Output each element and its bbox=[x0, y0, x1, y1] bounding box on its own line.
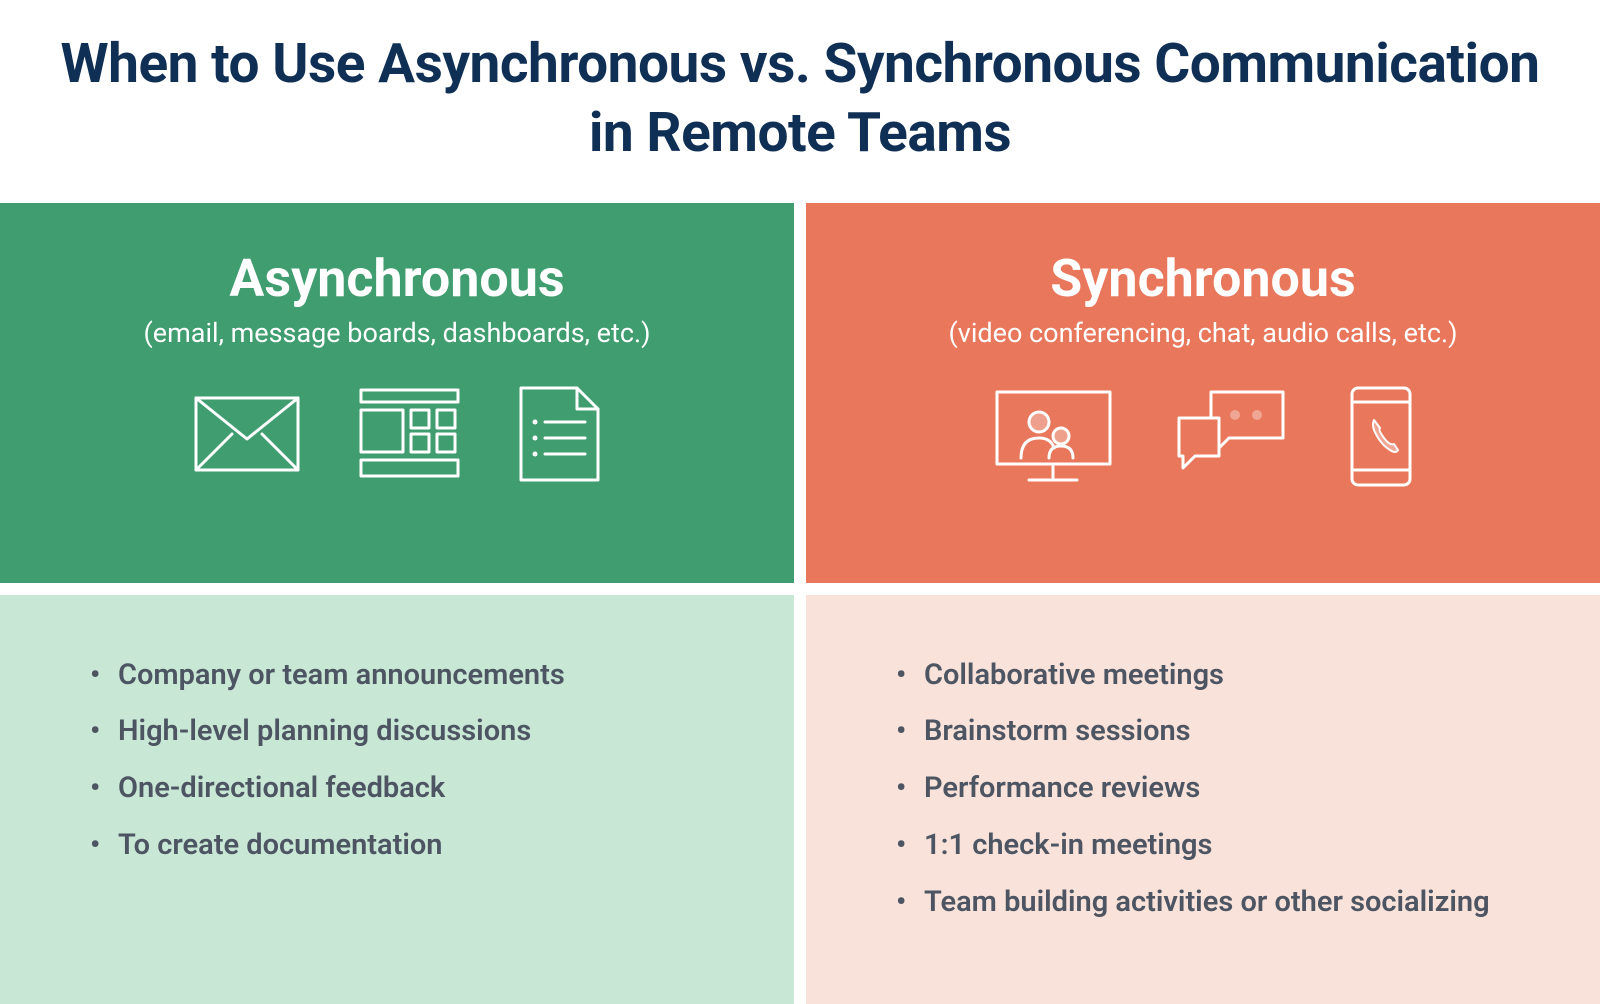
dashboard-icon bbox=[357, 386, 462, 481]
video-conference-icon bbox=[991, 386, 1116, 486]
list-item: Brainstorm sessions bbox=[896, 706, 1530, 757]
sync-subtitle: (video conferencing, chat, audio calls, … bbox=[949, 317, 1458, 349]
async-heading: Asynchronous bbox=[229, 248, 564, 309]
sync-header-card: Synchronous (video conferencing, chat, a… bbox=[806, 203, 1600, 583]
sync-body-card: Collaborative meetings Brainstorm sessio… bbox=[806, 595, 1600, 1004]
async-icon-row bbox=[192, 384, 602, 484]
async-header-card: Asynchronous (email, message boards, das… bbox=[0, 203, 794, 583]
document-icon bbox=[517, 384, 602, 484]
list-item: Company or team announcements bbox=[90, 650, 724, 701]
comparison-grid: Asynchronous (email, message boards, das… bbox=[0, 203, 1600, 1004]
sync-icon-row bbox=[991, 384, 1416, 489]
list-item: Team building activities or other social… bbox=[896, 877, 1530, 928]
list-item: Collaborative meetings bbox=[896, 650, 1530, 701]
page-title-block: When to Use Asynchronous vs. Synchronous… bbox=[0, 0, 1600, 203]
list-item: To create documentation bbox=[90, 820, 724, 871]
page-title: When to Use Asynchronous vs. Synchronous… bbox=[60, 30, 1540, 168]
async-list: Company or team announcements High-level… bbox=[90, 650, 724, 871]
sync-heading: Synchronous bbox=[1050, 248, 1356, 309]
async-body-card: Company or team announcements High-level… bbox=[0, 595, 794, 1004]
chat-icon bbox=[1171, 386, 1291, 486]
sync-list: Collaborative meetings Brainstorm sessio… bbox=[896, 650, 1530, 928]
list-item: High-level planning discussions bbox=[90, 706, 724, 757]
list-item: One-directional feedback bbox=[90, 763, 724, 814]
list-item: Performance reviews bbox=[896, 763, 1530, 814]
phone-icon bbox=[1346, 384, 1416, 489]
async-subtitle: (email, message boards, dashboards, etc.… bbox=[144, 317, 651, 349]
list-item: 1:1 check-in meetings bbox=[896, 820, 1530, 871]
email-icon bbox=[192, 394, 302, 474]
